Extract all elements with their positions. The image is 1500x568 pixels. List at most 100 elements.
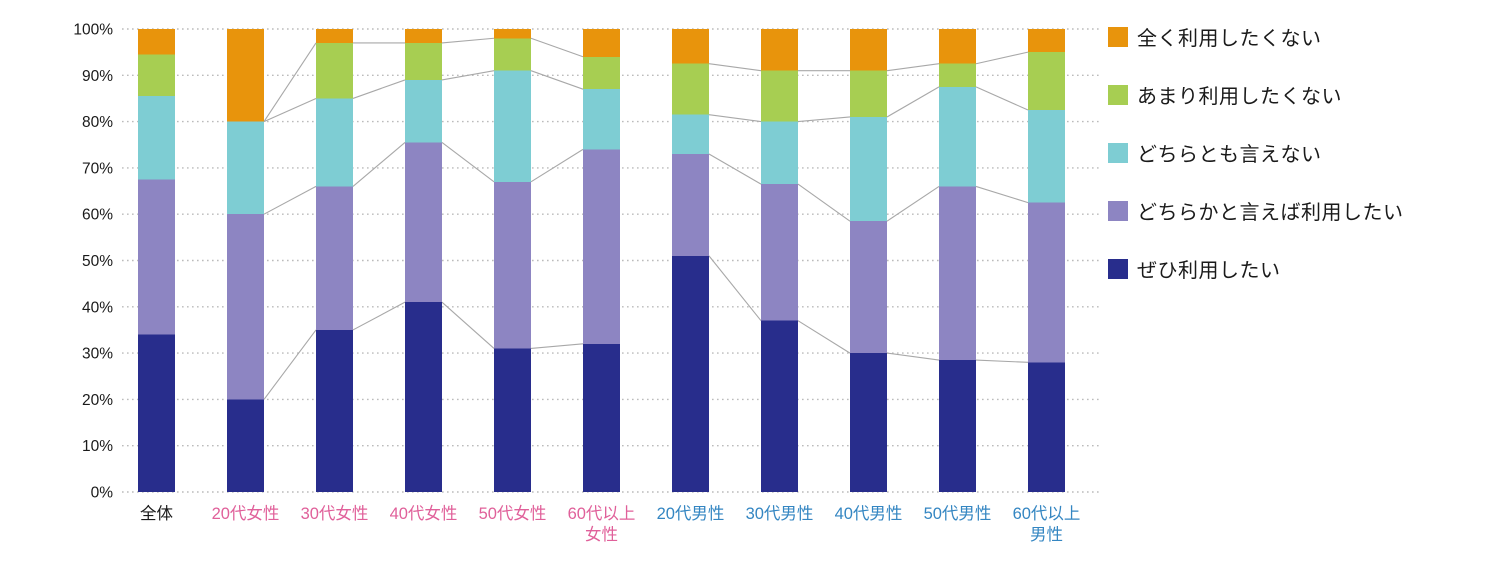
y-tick-label: 20% [82,392,113,409]
connector-line [886,352,940,361]
bar-segment [672,255,709,492]
bar-segment [939,63,976,87]
y-tick-label: 60% [82,207,113,224]
bar-segment [583,89,620,150]
y-tick-label: 100% [73,22,113,39]
legend: 全く利用したくない あまり利用したくない どちらとも言えない どちらかと言えば利… [1108,22,1404,312]
connector-line [352,142,406,187]
bar-segment [138,54,175,97]
connector-line [352,301,406,331]
bar-segment [1028,52,1065,111]
connector-line [797,183,851,222]
bar-segment [405,29,442,43]
x-tick-label: 30代女性 [301,504,369,523]
y-tick-label: 40% [82,299,113,316]
bar-segment [494,38,531,71]
bar-segment [405,42,442,80]
legend-item: ぜひ利用したい [1108,254,1404,283]
connector-line [263,329,317,400]
bar-segment [494,348,531,492]
bar-segment [672,154,709,256]
connector-line [708,63,762,72]
legend-swatch-orange [1108,26,1128,47]
bar-segment [939,86,976,187]
connector-line [263,97,317,123]
legend-item: どちらとも言えない [1108,138,1404,167]
x-tick-label: 40代女性 [390,504,458,523]
bar-segment [761,121,798,185]
connector-line [975,86,1029,111]
bar-segment [761,320,798,492]
bar-segment [138,29,175,55]
legend-swatch-green [1108,84,1128,105]
bar-segment [583,343,620,492]
connector-line [975,185,1029,204]
y-tick-label: 90% [82,68,113,85]
connector-line [352,79,406,99]
connector-line [886,63,940,72]
bar-segment [227,214,264,400]
bar-segment [583,56,620,90]
bar-segment [316,329,353,492]
bar-segment [1028,362,1065,492]
bar-segment [583,149,620,344]
connector-line [441,301,495,349]
bar-segment [850,353,887,492]
connector-line [797,320,851,354]
bar-segment [227,29,264,122]
y-tick-label: 10% [82,438,113,455]
legend-swatch-navy [1108,258,1128,279]
connector-line [530,148,584,183]
x-tick-label: 60代以上 [1013,504,1081,523]
bar-segment [761,184,798,321]
connector-line [441,37,495,44]
connector-line [530,343,584,350]
bar-segment [138,334,175,492]
connector-line [441,141,495,183]
bar-segment [494,70,531,182]
bar-segment [850,116,887,222]
connector-line [797,116,851,123]
legend-label: ぜひ利用したい [1137,260,1281,282]
x-tick-label: 30代男性 [746,504,814,523]
legend-swatch-purple [1108,200,1128,221]
y-tick-label: 70% [82,160,113,177]
x-tick-label: 60代以上 [568,504,636,523]
bar-segment [1028,202,1065,363]
connector-line [886,185,940,222]
bar-segment [227,399,264,492]
bar-segment [227,121,264,215]
connector-line [441,70,495,81]
connector-line [530,70,584,90]
bar-segment [850,29,887,71]
connector-line [263,185,317,215]
x-tick-label: 50代男性 [924,504,992,523]
connector-line [886,86,940,118]
connector-line [975,51,1029,65]
connector-line [530,37,584,58]
x-tick-label: 40代男性 [835,504,903,523]
bar-segment [405,142,442,303]
bar-segment [761,29,798,71]
bar-segment [138,179,175,335]
x-tick-label: 20代女性 [212,504,280,523]
x-tick-label-line2: 男性 [1030,525,1063,544]
bar-segment [939,186,976,361]
bar-segment [761,70,798,122]
connector-line [708,153,762,185]
x-tick-label: 50代女性 [479,504,547,523]
connector-line [263,42,317,122]
legend-swatch-teal [1108,142,1128,163]
legend-item: どちらかと言えば利用したい [1108,196,1404,225]
x-tick-label: 全体 [140,504,174,523]
y-tick-label: 80% [82,114,113,131]
bar-segment [405,302,442,492]
bar-segment [316,186,353,330]
bar-segment [405,79,442,143]
legend-item: あまり利用したくない [1108,80,1404,109]
legend-label: あまり利用したくない [1137,86,1342,108]
connector-line [708,114,762,123]
y-tick-label: 30% [82,346,113,363]
